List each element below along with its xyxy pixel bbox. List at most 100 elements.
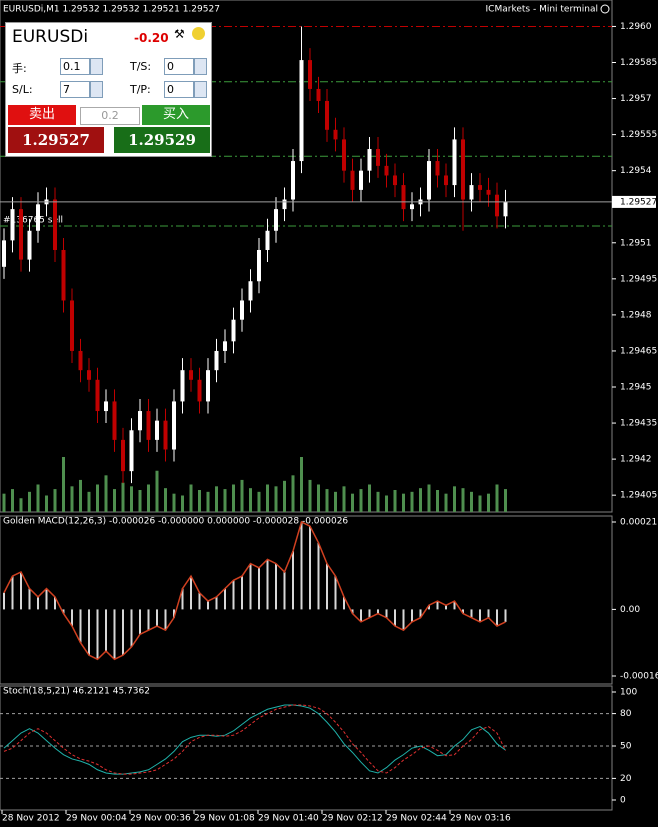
candle-body (282, 199, 287, 210)
sl-spinner[interactable] (90, 81, 103, 98)
macd-bar (266, 559, 269, 610)
order-label: #136765 sell (3, 215, 63, 225)
candle-body (291, 161, 295, 200)
candle-body (444, 175, 448, 186)
x-tick-label: 29 Nov 02:44 (386, 814, 447, 824)
candle-body (248, 281, 253, 301)
volume-bar (232, 484, 235, 512)
candle-body (325, 100, 329, 130)
panel-title: Stoch(18,5,21) 46.2121 45.7362 (3, 687, 150, 697)
ask-price[interactable]: 1.29529 (114, 127, 210, 153)
volume-bar (155, 470, 159, 512)
lot-input[interactable]: 0.1 (60, 58, 90, 75)
volume-bar (487, 493, 490, 512)
ts-spinner[interactable] (194, 58, 207, 75)
tp-spinner[interactable] (194, 81, 207, 98)
candle-body (163, 420, 168, 450)
y-tick-label: 80 (620, 709, 632, 719)
macd-bar (54, 596, 56, 610)
candle-body (155, 420, 159, 440)
macd-bar (462, 609, 464, 614)
y-tick-label: 1.2942 (620, 455, 652, 465)
volume-bar (402, 493, 405, 512)
y-tick-label: 0.00021 (620, 518, 657, 528)
volume-bar (138, 490, 142, 512)
volume-input[interactable]: 0.2 (80, 107, 140, 125)
candle-body (87, 370, 91, 380)
volume-bar (121, 482, 125, 512)
y-tick-label: 1.29585 (620, 58, 657, 68)
candle-body (129, 430, 134, 472)
macd-bar (113, 609, 116, 660)
candle-body (367, 149, 372, 171)
candle-body (452, 139, 457, 186)
volume-bar (376, 491, 380, 512)
volume-bar (274, 486, 278, 512)
lot-spinner[interactable] (90, 58, 103, 75)
macd-bar (351, 609, 354, 614)
settings-icon[interactable]: ⚒ (174, 27, 185, 41)
macd-bar (343, 596, 345, 610)
sl-label: S/L: (12, 83, 33, 96)
y-tick-label: 1.29555 (620, 130, 657, 140)
volume-bar (444, 493, 448, 512)
volume-bar (291, 475, 295, 512)
candle-body (265, 230, 270, 250)
volume-bar (240, 479, 244, 512)
y-tick-label: 1.29465 (620, 346, 657, 356)
y-tick-label: 1.2951 (620, 238, 652, 248)
sl-input[interactable]: 7 (60, 81, 90, 98)
volume-bar (164, 488, 167, 512)
volume-bar (436, 490, 439, 512)
macd-bar (88, 609, 90, 656)
ts-input[interactable]: 0 (164, 58, 194, 75)
stoch-panel (0, 685, 613, 811)
candle-body (410, 204, 414, 210)
buy-button[interactable]: 买入 (142, 105, 210, 125)
sell-button[interactable]: 卖出 (8, 105, 76, 125)
volume-bar (172, 493, 176, 512)
candle-body (478, 185, 482, 190)
candle-body (214, 350, 219, 371)
candle-body (223, 341, 227, 351)
macd-bar (377, 609, 379, 614)
candle-body (2, 240, 6, 267)
candle-body (461, 139, 465, 200)
tp-input[interactable]: 0 (164, 81, 194, 98)
macd-bar (79, 609, 82, 643)
macd-bar (402, 609, 405, 631)
volume-bar (308, 479, 312, 512)
macd-bar (504, 609, 507, 622)
y-tick-label: 0 (620, 796, 626, 806)
candle-body (61, 249, 66, 301)
macd-bar (249, 563, 252, 610)
candle-body (435, 161, 440, 176)
candle-body (231, 319, 236, 342)
macd-bar (300, 522, 303, 610)
macd-bar (487, 609, 490, 618)
y-tick-label: 1.29435 (620, 419, 657, 429)
candle-body (10, 209, 15, 241)
candle-body (342, 139, 346, 171)
volume-bar (79, 479, 82, 512)
candle-body (104, 401, 108, 412)
macd-bar (130, 609, 133, 647)
candle-body (274, 209, 278, 231)
macd-bar (453, 601, 456, 610)
volume-bar (19, 498, 23, 512)
ts-label: T/S: (130, 60, 152, 73)
macd-bar (3, 592, 5, 610)
stoch-line (3, 704, 506, 775)
bid-price[interactable]: 1.29527 (8, 127, 104, 153)
macd-bar (20, 571, 22, 610)
y-tick-label: 1.29405 (620, 491, 657, 501)
candle-body (19, 209, 23, 260)
candle-body (308, 60, 312, 89)
volume-bar (181, 495, 184, 512)
volume-bar (87, 491, 91, 512)
volume-bar (342, 486, 346, 512)
y-tick-label: 1.2957 (620, 94, 652, 104)
macd-bar (232, 580, 235, 610)
macd-bar (436, 601, 439, 610)
candle-body (95, 379, 100, 412)
